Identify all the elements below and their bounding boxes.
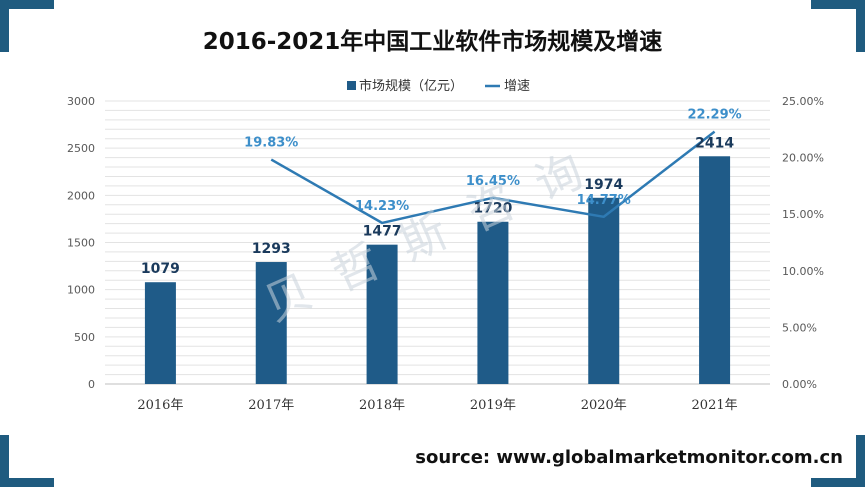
corner-accent-top-right-h — [811, 0, 865, 9]
bar-data-label: 2414 — [695, 135, 734, 151]
corner-accent-bottom-left-h — [0, 478, 54, 487]
x-tick-label: 2018年 — [359, 398, 405, 413]
line-data-label: 14.23% — [355, 199, 409, 214]
y-left-tick-label: 1500 — [67, 237, 95, 250]
line-data-label: 22.29% — [688, 108, 742, 123]
y-left-tick-label: 2500 — [67, 142, 95, 155]
legend-swatch-bar — [347, 81, 356, 90]
series-line-growth — [270, 130, 716, 225]
bar-data-label: 1974 — [584, 177, 623, 193]
bar — [588, 197, 620, 384]
bar — [366, 244, 398, 384]
chart-title: 2016-2021年中国工业软件市场规模及增速 — [202, 29, 663, 55]
x-tick-label: 2020年 — [581, 398, 627, 413]
corner-accent-top-right — [856, 0, 865, 52]
y-right-tick-label: 10.00% — [782, 265, 824, 278]
line-data-label: 19.83% — [244, 136, 298, 151]
y-left-tick-label: 3000 — [67, 95, 95, 108]
y-right-tick-label: 15.00% — [782, 208, 824, 221]
bar — [144, 282, 176, 384]
bar-data-label: 1477 — [363, 224, 402, 240]
line-data-label: 16.45% — [466, 174, 520, 189]
corner-accent-bottom-right — [856, 435, 865, 487]
y-left-tick-label: 1000 — [67, 284, 95, 297]
line-data-label: 14.77% — [577, 193, 631, 208]
bar-data-label: 1079 — [141, 261, 180, 277]
y-left-tick-label: 0 — [88, 378, 95, 391]
y-left-tick-label: 500 — [74, 331, 95, 344]
x-tick-label: 2021年 — [692, 398, 738, 413]
source-credit: source: www.globalmarketmonitor.com.cn — [415, 447, 843, 468]
x-tick-label: 2016年 — [137, 398, 183, 413]
bar-data-label: 1720 — [473, 201, 512, 217]
y-right-tick-label: 20.00% — [782, 152, 824, 165]
bar — [477, 221, 509, 384]
corner-accent-top-left-h — [0, 0, 54, 9]
corner-accent-bottom-left — [0, 435, 9, 487]
legend-label-bar: 市场规模（亿元） — [359, 78, 463, 94]
bar — [699, 156, 731, 384]
y-right-tick-label: 0.00% — [782, 378, 817, 391]
x-tick-label: 2017年 — [248, 398, 294, 413]
legend-label-line: 增速 — [504, 79, 530, 94]
x-tick-label: 2019年 — [470, 398, 516, 413]
bar — [255, 262, 287, 384]
corner-accent-bottom-right-h — [811, 478, 865, 487]
y-right-tick-label: 5.00% — [782, 321, 817, 334]
bar-data-label: 1293 — [252, 241, 291, 257]
y-right-tick-label: 25.00% — [782, 95, 824, 108]
corner-accent-top-left — [0, 0, 9, 52]
y-left-tick-label: 2000 — [67, 189, 95, 202]
